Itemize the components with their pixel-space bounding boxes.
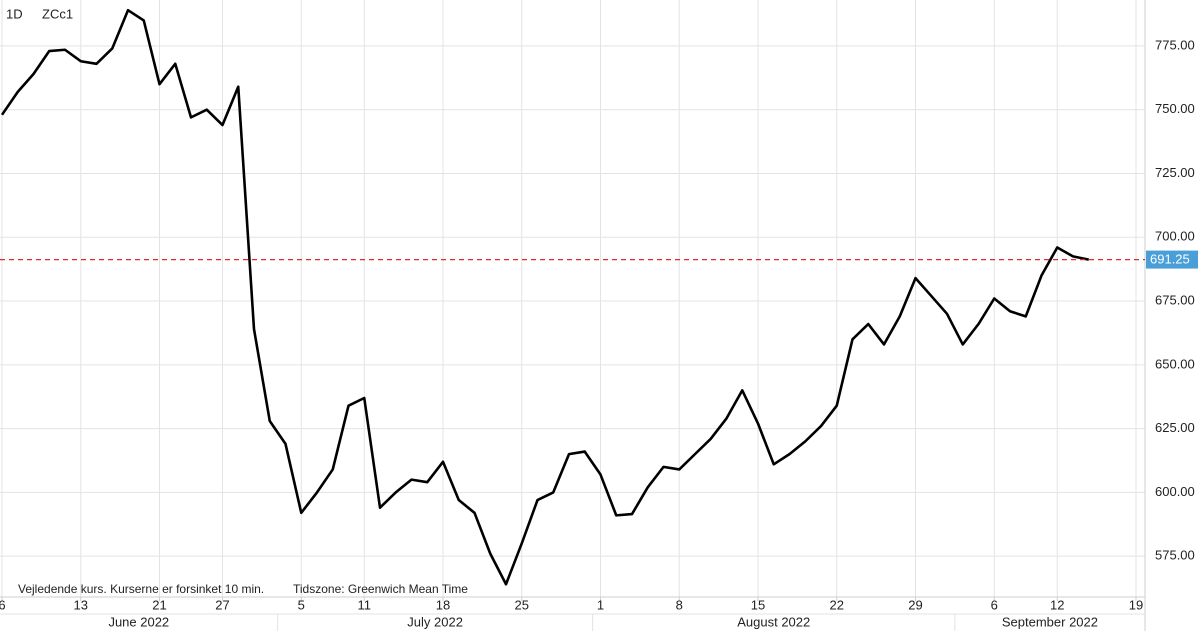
interval-label: 1D (6, 6, 23, 21)
timezone-note: Tidszone: Greenwich Mean Time (293, 582, 468, 596)
x-tick-label: 15 (751, 597, 765, 612)
x-tick-label: 8 (676, 597, 683, 612)
month-label: June 2022 (108, 614, 169, 629)
y-tick-label: 650.00 (1155, 356, 1195, 371)
y-tick-label: 600.00 (1155, 484, 1195, 499)
price-line (0, 8, 1090, 586)
last-price-badge (1146, 250, 1198, 269)
x-tick-label: 11 (358, 597, 372, 612)
x-tick-label: 6 (991, 597, 998, 612)
last-price-label: 691.25 (1150, 252, 1190, 267)
y-tick-label: 725.00 (1155, 165, 1195, 180)
x-tick-label: 6 (0, 597, 6, 612)
x-tick-label: 1 (597, 597, 604, 612)
month-label: July 2022 (407, 614, 463, 629)
x-tick-label: 12 (1050, 597, 1064, 612)
x-tick-label: 22 (830, 597, 844, 612)
x-tick-label: 19 (1129, 597, 1143, 612)
y-tick-label: 700.00 (1155, 229, 1195, 244)
month-label: September 2022 (1002, 614, 1098, 629)
y-tick-label: 625.00 (1155, 420, 1195, 435)
x-tick-label: 13 (74, 597, 88, 612)
x-tick-label: 29 (908, 597, 922, 612)
y-tick-label: 675.00 (1155, 292, 1195, 307)
y-tick-label: 750.00 (1155, 101, 1195, 116)
x-tick-label: 18 (436, 597, 450, 612)
delay-note: Vejledende kurs. Kurserne er forsinket 1… (18, 582, 264, 596)
x-tick-label: 21 (152, 597, 166, 612)
y-tick-label: 775.00 (1155, 37, 1195, 52)
month-label: August 2022 (737, 614, 810, 629)
symbol-label: ZCc1 (42, 6, 73, 21)
x-tick-label: 27 (215, 597, 229, 612)
x-tick-label: 5 (298, 597, 305, 612)
y-tick-label: 575.00 (1155, 548, 1195, 563)
x-tick-label: 25 (515, 597, 529, 612)
